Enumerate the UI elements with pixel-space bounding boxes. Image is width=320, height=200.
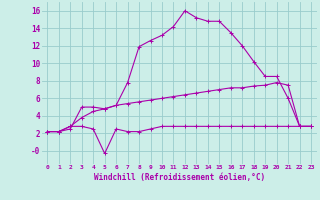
X-axis label: Windchill (Refroidissement éolien,°C): Windchill (Refroidissement éolien,°C): [94, 173, 265, 182]
